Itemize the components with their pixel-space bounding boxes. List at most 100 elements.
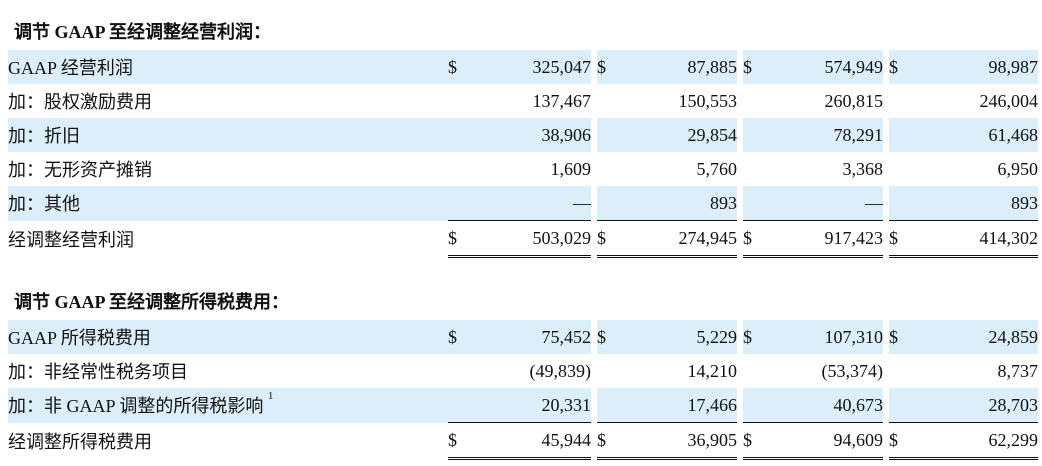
- value-col-1: (49,839): [529, 360, 592, 381]
- currency-symbol: [743, 152, 773, 186]
- value-col-2: 150,553: [678, 90, 738, 111]
- currency-symbol: $: [597, 50, 627, 84]
- value-col-3: 3,368: [842, 158, 884, 179]
- value-col-4: 6,950: [997, 158, 1039, 179]
- table-row: GAAP 所得税费用 $ 75,452 $ 5,229 $ 107,310 $ …: [8, 320, 1038, 354]
- value-col-1: 325,047: [478, 50, 591, 84]
- value-col-2: 36,905: [627, 422, 737, 460]
- value-col-2: 87,885: [627, 50, 737, 84]
- total-row: 经调整所得税费用 $ 45,944 $ 36,905 $ 94,609 $ 62…: [8, 422, 1038, 460]
- currency-symbol: $: [743, 220, 773, 258]
- currency-symbol: $: [743, 50, 773, 84]
- currency-symbol: [597, 388, 627, 423]
- currency-symbol: [448, 388, 478, 423]
- table-row: 加：其他 — 893 — 893: [8, 186, 1038, 221]
- currency-symbol: [743, 354, 773, 388]
- currency-symbol: [597, 84, 627, 118]
- currency-symbol: $: [597, 422, 627, 460]
- value-col-1: —: [478, 186, 591, 221]
- footnote-marker: 1: [267, 390, 274, 403]
- table-row: 加：非 GAAP 调整的所得税影响 1 20,331 17,466 40,673…: [8, 388, 1038, 423]
- currency-symbol: [889, 118, 919, 152]
- row-label: GAAP 经营利润: [8, 50, 448, 84]
- currency-symbol: $: [889, 50, 919, 84]
- currency-symbol: [743, 186, 773, 221]
- value-col-3: 40,673: [773, 388, 883, 423]
- row-label: 加：其他: [8, 186, 448, 221]
- currency-symbol: [889, 388, 919, 423]
- value-col-1: 45,944: [478, 422, 591, 460]
- row-label: 加：股权激励费用: [8, 92, 152, 112]
- currency-symbol: $: [597, 320, 627, 354]
- currency-symbol: [889, 84, 919, 118]
- currency-symbol: $: [889, 422, 919, 460]
- value-col-4: 98,987: [919, 50, 1038, 84]
- section-1-title: 调节 GAAP 至经调整经营利润：: [14, 22, 271, 42]
- value-col-3: 78,291: [773, 118, 883, 152]
- value-col-4: 61,468: [919, 118, 1038, 152]
- value-col-2: 17,466: [627, 388, 737, 423]
- currency-symbol: [448, 354, 478, 388]
- table-row: 加：无形资产摊销 1,609 5,760 3,368 6,950: [8, 152, 1038, 186]
- value-col-1: 1,609: [550, 158, 592, 179]
- currency-symbol: [448, 84, 478, 118]
- currency-symbol: $: [743, 320, 773, 354]
- value-col-1: 137,467: [532, 90, 592, 111]
- value-col-2: 5,760: [696, 158, 738, 179]
- value-col-2: 274,945: [627, 220, 737, 258]
- row-label: 加：非经常性税务项目: [8, 362, 188, 382]
- value-col-2: 14,210: [687, 360, 738, 381]
- value-col-4: 246,004: [979, 90, 1039, 111]
- value-col-3: —: [773, 186, 883, 221]
- row-label: 经调整所得税费用: [8, 431, 152, 452]
- total-row: 经调整经营利润 $ 503,029 $ 274,945 $ 917,423 $ …: [8, 220, 1038, 258]
- value-col-2: 5,229: [627, 320, 737, 354]
- currency-symbol: $: [448, 220, 478, 258]
- table-row: 加：折旧 38,906 29,854 78,291 61,468: [8, 118, 1038, 152]
- income-tax-table: GAAP 所得税费用 $ 75,452 $ 5,229 $ 107,310 $ …: [8, 320, 1038, 460]
- value-col-3: 917,423: [773, 220, 883, 258]
- currency-symbol: [743, 388, 773, 423]
- value-col-3: 94,609: [773, 422, 883, 460]
- currency-symbol: [889, 186, 919, 221]
- row-label: 加：非 GAAP 调整的所得税影响 1: [8, 388, 448, 423]
- value-col-1: 20,331: [478, 388, 591, 423]
- row-label: 加：无形资产摊销: [8, 160, 152, 180]
- currency-symbol: [448, 118, 478, 152]
- row-label: GAAP 所得税费用: [8, 320, 448, 354]
- value-col-4: 414,302: [919, 220, 1038, 258]
- value-col-4: 8,737: [997, 360, 1039, 381]
- table-row: 加：股权激励费用 137,467 150,553 260,815 246,004: [8, 84, 1038, 118]
- row-label: 经调整经营利润: [8, 229, 134, 250]
- value-col-1: 38,906: [478, 118, 591, 152]
- currency-symbol: [889, 354, 919, 388]
- currency-symbol: $: [448, 320, 478, 354]
- currency-symbol: [889, 152, 919, 186]
- row-label: 加：折旧: [8, 118, 448, 152]
- currency-symbol: $: [597, 220, 627, 258]
- value-col-2: 29,854: [627, 118, 737, 152]
- value-col-4: 24,859: [919, 320, 1038, 354]
- value-col-4: 28,703: [919, 388, 1038, 423]
- value-col-3: (53,374): [821, 360, 884, 381]
- operating-income-table: GAAP 经营利润 $ 325,047 $ 87,885 $ 574,949 $…: [8, 50, 1038, 258]
- value-col-3: 574,949: [773, 50, 883, 84]
- currency-symbol: [448, 186, 478, 221]
- currency-symbol: [743, 84, 773, 118]
- value-col-4: 893: [919, 186, 1038, 221]
- table-row: GAAP 经营利润 $ 325,047 $ 87,885 $ 574,949 $…: [8, 50, 1038, 84]
- value-col-4: 62,299: [919, 422, 1038, 460]
- currency-symbol: [597, 118, 627, 152]
- table-row: 加：非经常性税务项目 (49,839) 14,210 (53,374) 8,73…: [8, 354, 1038, 388]
- currency-symbol: $: [889, 220, 919, 258]
- currency-symbol: $: [743, 422, 773, 460]
- row-label-text: 加：非 GAAP 调整的所得税影响: [8, 396, 264, 417]
- currency-symbol: [597, 354, 627, 388]
- currency-symbol: [597, 152, 627, 186]
- value-col-3: 107,310: [773, 320, 883, 354]
- section-2-title: 调节 GAAP 至经调整所得税费用：: [14, 292, 289, 312]
- value-col-1: 503,029: [478, 220, 591, 258]
- currency-symbol: $: [448, 422, 478, 460]
- currency-symbol: [743, 118, 773, 152]
